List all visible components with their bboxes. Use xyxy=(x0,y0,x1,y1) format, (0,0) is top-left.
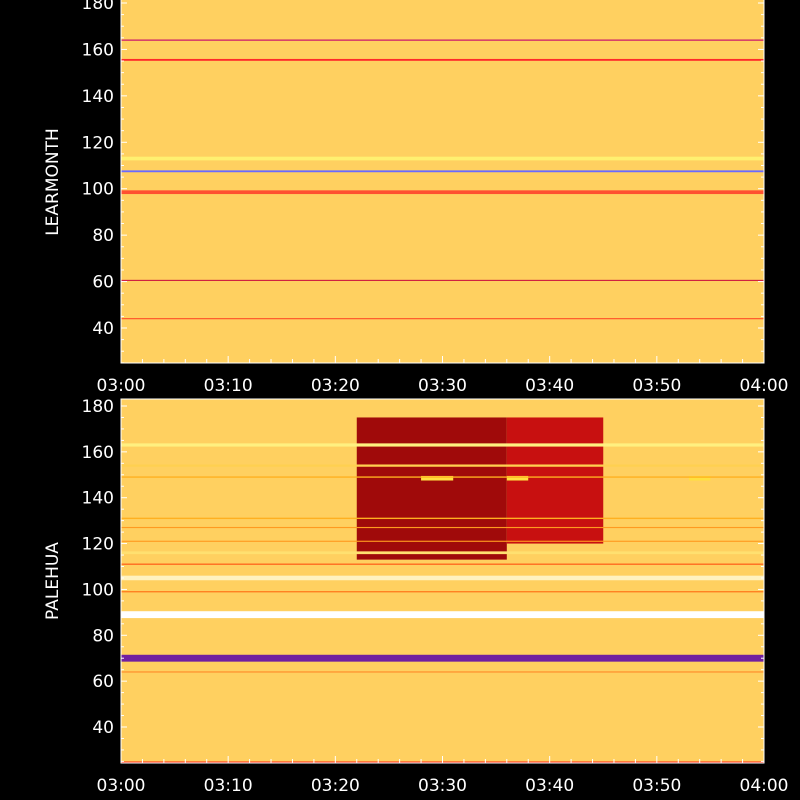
x-tick-label: 03:50 xyxy=(632,776,681,796)
signal-block xyxy=(421,475,454,481)
x-tick-label: 03:10 xyxy=(204,376,253,396)
emission-line xyxy=(121,39,764,41)
x-tick-label: 03:20 xyxy=(311,376,360,396)
x-tick-label: 03:40 xyxy=(525,376,574,396)
y-tick-label: 40 xyxy=(92,319,114,339)
emission-line xyxy=(121,58,764,61)
emission-line xyxy=(121,464,764,467)
emission-line xyxy=(121,611,764,619)
emission-line xyxy=(121,476,764,478)
emission-line xyxy=(121,190,764,195)
y-tick-label: 60 xyxy=(92,672,114,692)
learmonth-panel: LEARMONTH 40 60 80 100 120 140 160 180 03:00 03:… xyxy=(43,0,789,396)
y-tick-label: 160 xyxy=(82,443,114,463)
x-tick-label: 03:30 xyxy=(418,376,467,396)
y-tick-label: 180 xyxy=(82,397,114,417)
emission-line xyxy=(121,443,764,447)
x-tick-label: 04:00 xyxy=(740,776,789,796)
emission-line xyxy=(121,551,764,555)
x-tick-label: 03:20 xyxy=(311,776,360,796)
emission-line xyxy=(121,563,764,565)
emission-line xyxy=(121,671,764,673)
emission-line xyxy=(121,517,764,520)
palehua-panel: PALEHUA 40 60 80 100 120 140 160 180 03:00 03:10… xyxy=(43,397,789,796)
x-tick-label: 04:00 xyxy=(740,376,789,396)
emission-line xyxy=(121,575,764,581)
emission-line xyxy=(121,591,764,593)
y-tick-label: 160 xyxy=(82,40,114,60)
x-tick-label: 03:30 xyxy=(418,776,467,796)
y-tick-label: 100 xyxy=(82,580,114,600)
x-tick-label: 03:40 xyxy=(525,776,574,796)
y-tick-label: 80 xyxy=(92,226,114,246)
y-tick-label: 120 xyxy=(82,535,114,555)
y-tick-label: 140 xyxy=(82,87,114,107)
palehua-y-label: PALEHUA xyxy=(43,542,63,620)
y-tick-label: 60 xyxy=(92,273,114,293)
learmonth-y-label: LEARMONTH xyxy=(43,128,63,236)
y-tick-label: 120 xyxy=(82,133,114,153)
y-tick-label: 140 xyxy=(82,489,114,509)
y-tick-label: 80 xyxy=(92,626,114,646)
emission-line xyxy=(121,526,764,529)
emission-line xyxy=(121,156,764,161)
x-tick-label: 03:00 xyxy=(97,376,146,396)
learmonth-spectrogram xyxy=(121,0,764,363)
signal-block xyxy=(688,475,711,481)
signal-block xyxy=(356,417,507,560)
emission-line xyxy=(121,318,764,320)
y-tick-label: 100 xyxy=(82,180,114,200)
x-tick-label: 03:00 xyxy=(97,776,146,796)
x-tick-label: 03:10 xyxy=(204,776,253,796)
emission-line xyxy=(121,540,764,542)
x-tick-label: 03:50 xyxy=(632,376,681,396)
signal-block xyxy=(506,475,529,481)
y-tick-label: 40 xyxy=(92,718,114,738)
emission-line xyxy=(121,279,764,281)
emission-line xyxy=(121,654,764,662)
y-tick-label: 180 xyxy=(82,0,114,14)
emission-line xyxy=(121,170,764,173)
